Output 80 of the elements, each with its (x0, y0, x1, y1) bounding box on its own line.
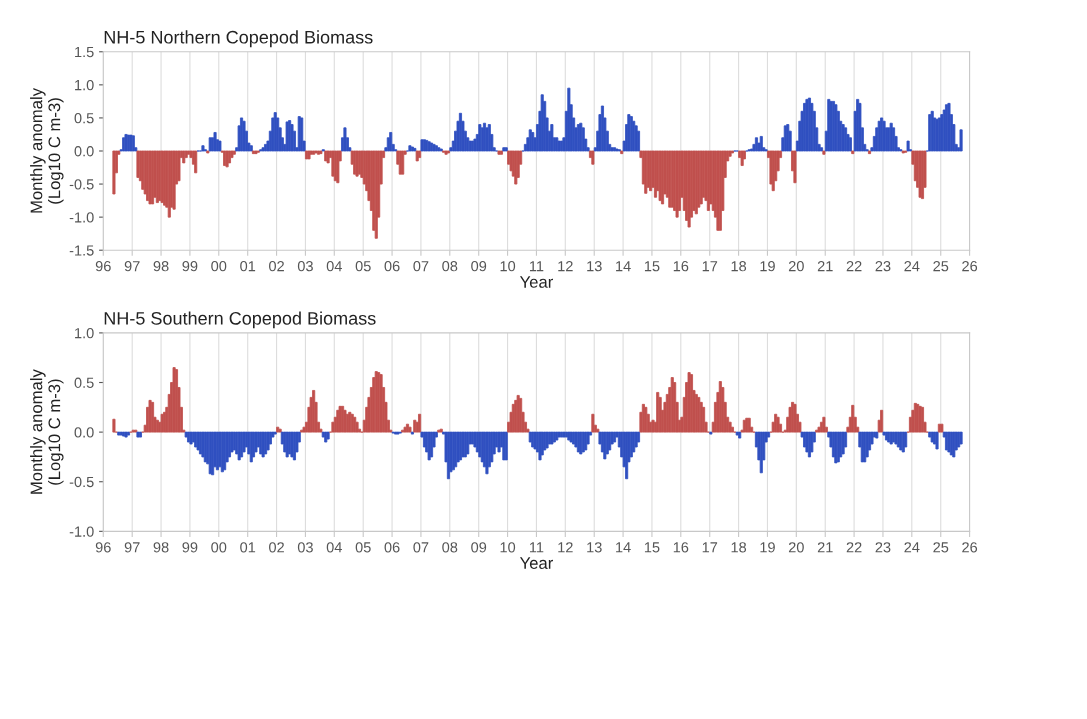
y-tick-label: -0.5 (69, 476, 94, 488)
x-tick-label: 97 (124, 261, 140, 272)
x-tick-label: 18 (731, 542, 747, 553)
y-tick-label: -1.0 (69, 526, 94, 537)
x-axis-title: Year (519, 557, 553, 569)
x-tick-label: 08 (442, 542, 458, 553)
x-tick-label: 15 (644, 542, 660, 553)
x-tick-label: 11 (529, 542, 544, 553)
x-tick-label: 01 (240, 261, 256, 272)
x-tick-label: 19 (760, 542, 775, 553)
x-tick-label: 05 (355, 261, 371, 272)
x-tick-label: 12 (558, 542, 573, 553)
x-tick-label: 13 (587, 261, 602, 272)
y-tick-label: 0.5 (74, 377, 94, 388)
x-tick-label: 96 (95, 542, 111, 553)
x-tick-label: 20 (788, 261, 804, 272)
x-tick-label: 11 (529, 261, 544, 272)
x-tick-label: 20 (788, 542, 804, 553)
x-tick-label: 17 (702, 261, 718, 272)
x-tick-label: 24 (904, 261, 920, 272)
x-tick-label: 10 (500, 542, 516, 553)
x-tick-label: 09 (471, 261, 487, 272)
y-tick-label: -0.5 (69, 179, 94, 190)
x-tick-label: 24 (904, 542, 920, 553)
x-tick-label: 14 (616, 542, 631, 553)
x-axis-title: Year (519, 276, 553, 288)
x-tick-label: 04 (326, 542, 342, 553)
x-tick-label: 04 (326, 261, 342, 272)
x-tick-label: 22 (846, 542, 862, 553)
y-tick-label: 0.5 (74, 113, 94, 124)
x-tick-label: 14 (616, 261, 631, 272)
x-tick-label: 98 (153, 261, 169, 272)
y-tick-label: -1.0 (69, 212, 94, 223)
x-tick-label: 08 (442, 261, 458, 272)
y-axis-title: Monthly anomaly (Log10 C m-3) (30, 88, 64, 213)
x-tick-label: 05 (355, 542, 371, 553)
x-tick-label: 03 (297, 261, 313, 272)
y-tick-label: 0.0 (74, 427, 94, 438)
x-tick-label: 21 (817, 261, 833, 272)
x-tick-label: 22 (846, 261, 862, 272)
x-tick-label: 17 (702, 542, 718, 553)
x-tick-label: 16 (673, 542, 689, 553)
y-tick-label: 1.0 (75, 328, 94, 339)
x-tick-label: 99 (182, 542, 198, 553)
x-tick-label: 13 (587, 542, 602, 553)
x-tick-label: 21 (817, 542, 833, 553)
x-tick-label: 16 (673, 261, 689, 272)
x-tick-label: 23 (875, 542, 891, 553)
x-tick-label: 10 (500, 261, 516, 272)
y-tick-label: 1.0 (75, 79, 94, 91)
x-tick-label: 07 (413, 542, 429, 553)
x-tick-label: 09 (471, 542, 487, 553)
x-tick-label: 07 (413, 261, 429, 272)
x-tick-label: 18 (731, 261, 747, 272)
x-tick-label: 96 (95, 261, 111, 272)
x-tick-label: 06 (384, 261, 400, 272)
y-tick-label: -1.5 (69, 245, 94, 256)
x-tick-label: 12 (558, 261, 573, 272)
y-tick-label: 0.0 (74, 146, 94, 157)
x-tick-label: 98 (153, 542, 169, 553)
x-tick-label: 15 (644, 261, 660, 272)
x-tick-label: 97 (124, 542, 140, 553)
x-tick-label: 26 (962, 542, 978, 553)
x-tick-label: 00 (211, 542, 227, 553)
x-tick-label: 03 (297, 542, 313, 553)
x-tick-label: 99 (182, 261, 198, 272)
x-tick-label: 25 (933, 542, 949, 553)
chart-title: NH-5 Southern Copepod Biomass (104, 311, 376, 329)
y-axis-title: Monthly anomaly (Log10 C m-3) (30, 369, 64, 494)
x-tick-label: 19 (760, 261, 775, 272)
x-tick-label: 25 (933, 261, 949, 272)
x-tick-label: 01 (240, 542, 256, 553)
x-tick-label: 00 (211, 261, 227, 272)
x-tick-label: 26 (962, 261, 978, 272)
x-tick-label: 02 (269, 261, 284, 272)
chart-title: NH-5 Northern Copepod Biomass (104, 30, 373, 48)
y-tick-label: 1.5 (75, 47, 94, 58)
x-tick-label: 06 (384, 542, 400, 553)
x-tick-label: 23 (875, 261, 891, 272)
x-tick-label: 02 (269, 542, 284, 553)
